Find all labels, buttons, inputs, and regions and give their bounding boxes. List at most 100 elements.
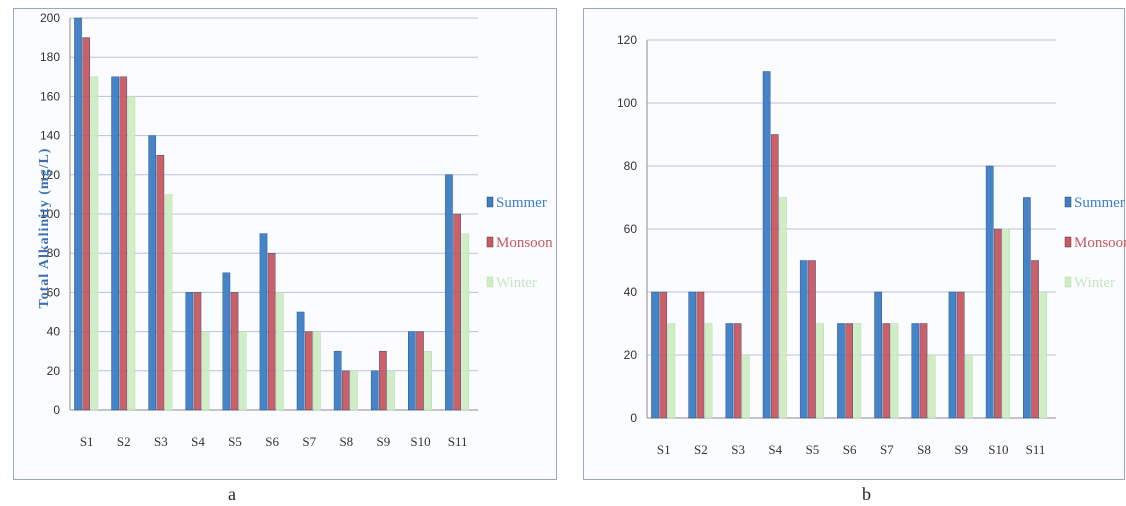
chart-b-bar-winter <box>890 323 899 419</box>
chart-b-xtick-label: S5 <box>806 442 820 457</box>
chart-a-bar-summer <box>408 331 416 411</box>
chart-a-bar-winter <box>461 233 470 411</box>
chart-a-bar-winter <box>238 331 247 411</box>
chart-a-bar-summer <box>148 135 157 411</box>
chart-a-xtick-label: S5 <box>228 434 242 449</box>
chart-b-bar-monsoon <box>770 134 779 419</box>
chart-a-bar-monsoon <box>304 331 313 411</box>
chart-a-bar-monsoon <box>82 37 91 411</box>
chart-a-xtick-label: S10 <box>410 434 430 449</box>
chart-a-xtick-label: S11 <box>448 434 468 449</box>
chart-a-xtick-label: S3 <box>154 434 168 449</box>
chart-b-bar-winter <box>779 197 787 419</box>
chart-a-panel-label: a <box>228 484 236 504</box>
chart-a-ytick-label: 180 <box>40 50 60 64</box>
chart-a-bar-monsoon <box>341 370 350 411</box>
chart-a-legend-swatch-winter <box>486 276 494 288</box>
chart-b-bar-monsoon <box>1031 260 1039 419</box>
chart-a-legend-swatch-summer <box>486 196 494 208</box>
chart-b-bar-monsoon <box>956 291 965 419</box>
chart-b-bar-summer <box>874 291 882 419</box>
chart-a-ytick-label: 200 <box>40 11 60 25</box>
chart-b-ytick-label: 100 <box>617 96 637 110</box>
chart-a-bar-winter <box>313 331 321 411</box>
chart-b-bar-monsoon <box>808 260 816 419</box>
chart-a-ytick-label: 100 <box>40 207 60 221</box>
chart-b-bar-winter <box>1039 291 1048 419</box>
chart-b-bar-monsoon <box>733 323 742 419</box>
chart-b-bar-winter <box>853 323 862 419</box>
chart-b-ytick-label: 20 <box>624 348 638 362</box>
chart-a-ytick-label: 80 <box>47 246 61 260</box>
chart-a-ytick-label: 120 <box>40 168 60 182</box>
chart-b-bar-summer <box>651 291 659 419</box>
chart-a-bar-summer <box>111 76 119 411</box>
chart-b-xtick-label: S9 <box>954 442 968 457</box>
chart-a-legend-label-monsoon: Monsoon <box>496 235 553 251</box>
chart-b-bar-winter <box>741 354 750 419</box>
chart-a-xtick-label: S6 <box>265 434 279 449</box>
chart-b-bar-summer <box>837 323 845 419</box>
chart-b-legend-label-summer: Summer <box>1074 195 1125 211</box>
chart-a-bar-summer <box>222 272 231 411</box>
chart-b-bar-monsoon <box>845 323 853 419</box>
chart-a-bar-monsoon <box>119 76 128 411</box>
chart-b-ytick-label: 80 <box>624 159 638 173</box>
chart-b-xtick-label: S2 <box>694 442 708 457</box>
chart-a-bar-monsoon <box>193 292 202 411</box>
chart-b-bar-winter <box>704 323 713 419</box>
chart-b-xtick-label: S6 <box>843 442 857 457</box>
chart-b-bar-summer <box>1023 197 1031 419</box>
chart-b-bar-summer <box>762 71 771 419</box>
chart-a-bar-summer <box>259 233 268 411</box>
chart-a-bar-summer <box>445 174 453 411</box>
chart-a-bar-monsoon <box>267 252 276 411</box>
chart-b-bar-winter <box>965 354 973 419</box>
chart-a-bar-summer <box>296 311 305 411</box>
chart-b-bar-winter <box>1002 228 1010 419</box>
chart-b-bar-monsoon <box>994 228 1002 419</box>
chart-b-bar-summer <box>688 291 697 419</box>
chart-a-bar-monsoon <box>416 331 424 411</box>
chart-a-bar-winter <box>127 96 136 411</box>
chart-a-legend-label-winter: Winter <box>496 275 537 291</box>
chart-a-bar-summer <box>333 350 342 411</box>
chart-a-bar-winter <box>90 76 99 411</box>
chart-b-bar-summer <box>911 323 920 419</box>
chart-a-bar-winter <box>275 292 284 411</box>
chart-a-xtick-label: S1 <box>80 434 94 449</box>
chart-a-bar-summer <box>74 17 82 411</box>
chart-b-legend-label-monsoon: Monsoon <box>1074 235 1126 251</box>
chart-b-xtick-label: S4 <box>768 442 782 457</box>
chart-b-ytick-label: 120 <box>617 33 637 47</box>
chart-b-legend-label-winter: Winter <box>1074 275 1115 291</box>
chart-a-xtick-label: S4 <box>191 434 205 449</box>
chart-b-xtick-label: S7 <box>880 442 894 457</box>
chart-b-bar-summer <box>985 165 994 419</box>
chart-a-bar-monsoon <box>379 350 387 411</box>
chart-b-bar-winter <box>667 323 676 419</box>
chart-a-bar-summer <box>185 292 194 411</box>
chart-a-xtick-label: S2 <box>117 434 131 449</box>
chart-b-ytick-label: 60 <box>624 222 638 236</box>
chart-b-bar-summer <box>799 260 808 419</box>
chart-a-ytick-label: 60 <box>47 285 61 299</box>
chart-a-bar-monsoon <box>453 213 461 411</box>
chart-b-legend-swatch-winter <box>1064 276 1072 288</box>
chart-a-xtick-label: S9 <box>377 434 391 449</box>
chart-b-ytick-label: 40 <box>624 285 638 299</box>
chart-b-bar-winter <box>816 323 824 419</box>
chart-b-xtick-label: S3 <box>731 442 745 457</box>
chart-a-ytick-label: 0 <box>53 403 60 417</box>
chart-b-xtick-label: S11 <box>1026 442 1046 457</box>
chart-a-legend-label-summer: Summer <box>496 195 547 211</box>
chart-a-xtick-label: S8 <box>339 434 353 449</box>
chart-b-bar-monsoon <box>696 291 705 419</box>
chart-a-ytick-label: 160 <box>40 89 60 103</box>
chart-a-ytick-label: 140 <box>40 129 60 143</box>
chart-a-bar-winter <box>350 370 358 411</box>
chart-a-bar-monsoon <box>230 292 239 411</box>
chart-b-bar-summer <box>725 323 734 419</box>
chart-b-legend-swatch-monsoon <box>1064 236 1072 248</box>
